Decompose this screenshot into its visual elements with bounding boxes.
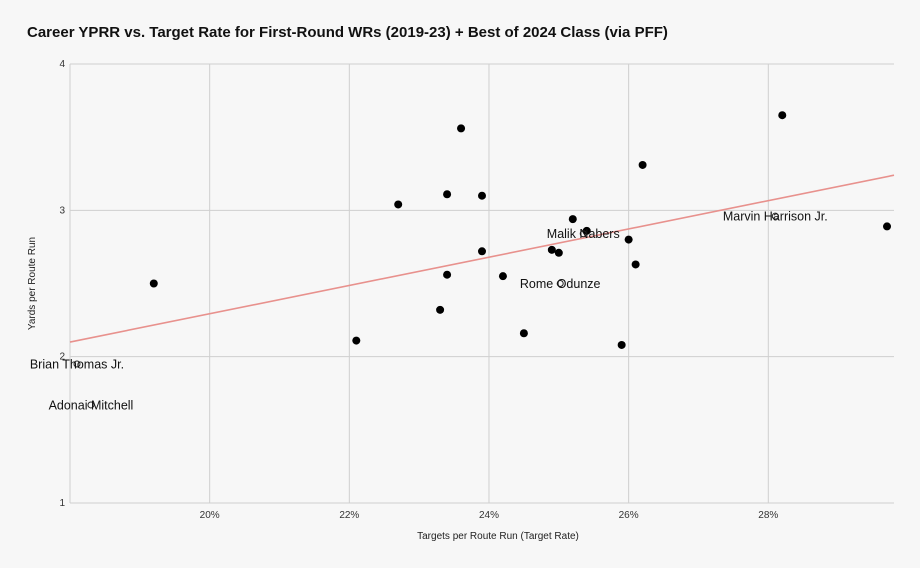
x-tick-label: 28% [758,510,778,521]
point-label: Marvin Harrison Jr. [723,210,828,224]
x-axis-title: Targets per Route Run (Target Rate) [417,531,579,542]
data-point [582,226,591,235]
labeled-point-marker [73,360,81,368]
trendline [69,174,895,343]
data-point [883,222,892,231]
data-point [149,279,158,288]
data-point [443,270,452,279]
data-point [617,340,626,349]
point-label: Malik Nabers [547,227,620,241]
data-point [478,191,486,200]
data-point [478,247,486,256]
point-label: Brian Thomas Jr. [30,357,124,371]
y-axis-title: Yards per Route Run [27,237,38,330]
chart-title: Career YPRR vs. Target Rate for First-Ro… [27,24,668,41]
y-tick-label: 1 [59,498,65,509]
data-point [436,305,445,314]
data-point [352,336,361,345]
data-point [568,215,577,224]
labeled-point-marker [87,401,95,409]
data-point [547,245,556,254]
labeled-point-marker [579,230,587,238]
y-tick-label: 4 [59,59,65,70]
data-point [631,260,640,269]
x-tick-label: 22% [339,510,359,521]
data-point [498,272,507,281]
data-point [394,200,403,209]
data-point [624,235,633,244]
data-point [778,111,787,120]
labeled-point-marker [771,212,779,220]
data-point [457,124,466,133]
point-label: Rome Odunze [520,277,601,291]
data-point [638,160,647,169]
x-tick-label: 20% [200,510,220,521]
y-tick-label: 3 [59,205,65,216]
data-point [554,248,563,257]
data-point [443,190,452,199]
labeled-point-marker [556,280,564,287]
y-tick-label: 2 [59,352,65,363]
x-tick-label: 26% [619,510,639,521]
data-point [519,329,528,338]
x-tick-label: 24% [479,510,499,521]
point-label: Adonai Mitchell [49,398,134,412]
